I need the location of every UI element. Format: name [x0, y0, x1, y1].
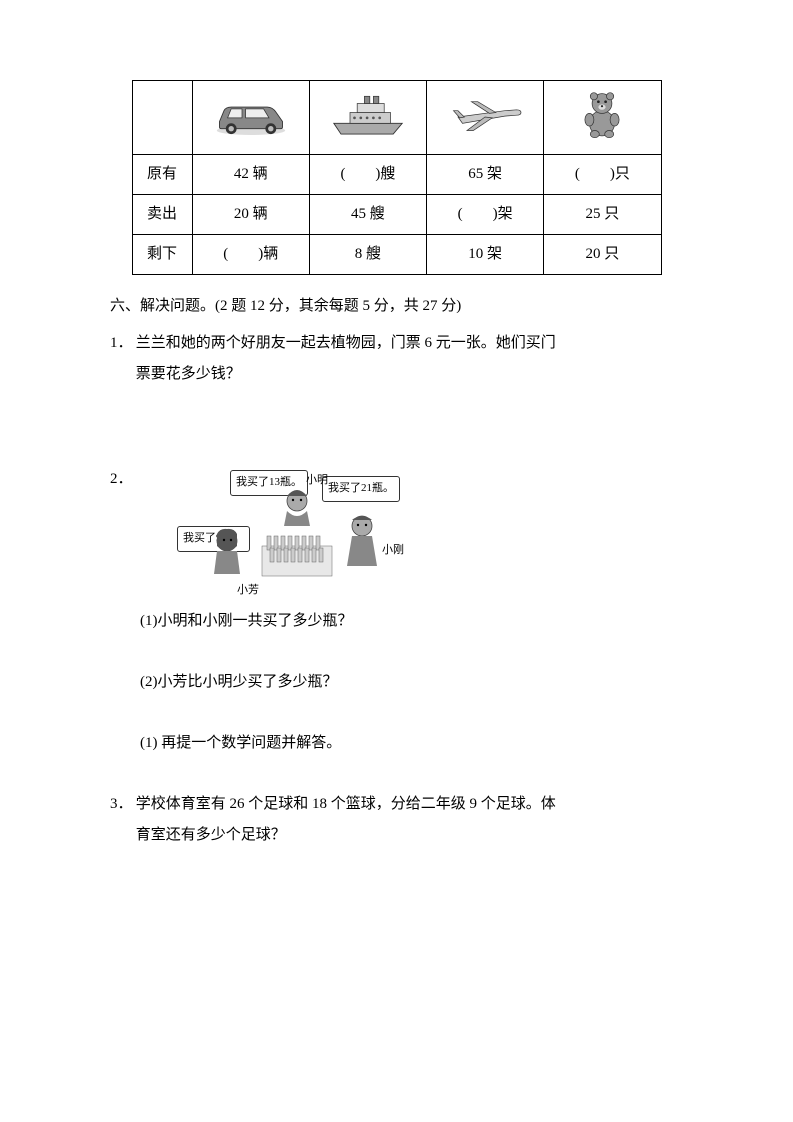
table-cell: 10 架	[427, 235, 544, 275]
q3-line2: 育室还有多少个足球？	[136, 822, 671, 849]
row-label-cell: 原有	[132, 155, 192, 195]
question-2: 2． 我买了13瓶。 我买了21瓶。 我买了9瓶。 小明 小刚 小芳	[110, 466, 683, 596]
inventory-table: 原有 42 辆 ( )艘 65 架 ( )只 卖出 20 辆 45 艘 ( )架…	[132, 80, 662, 275]
q2-sub2: (2)小芳比小明少买了多少瓶？	[140, 669, 683, 696]
table-cell: ( )辆	[192, 235, 309, 275]
car-icon	[206, 85, 296, 140]
table-corner-cell	[132, 81, 192, 155]
q2-sub3: (1) 再提一个数学问题并解答。	[140, 730, 683, 757]
table-cell: ( )架	[427, 195, 544, 235]
row-label-cell: 卖出	[132, 195, 192, 235]
table-cell: 8 艘	[309, 235, 426, 275]
row-label-cell: 剩下	[132, 235, 192, 275]
q3-number: 3．	[110, 791, 132, 818]
q1-number: 1．	[110, 330, 132, 357]
section-heading: 六、解决问题。(2 题 12 分，其余每题 5 分，共 27 分)	[110, 293, 683, 320]
q1-line1: 兰兰和她的两个好朋友一起去植物园，门票 6 元一张。她们买门	[136, 330, 671, 357]
table-row: 卖出 20 辆 45 艘 ( )架 25 只	[132, 195, 661, 235]
table-cell: 25 只	[544, 195, 661, 235]
q2-number: 2．	[110, 466, 132, 493]
table-cell: 65 架	[427, 155, 544, 195]
table-cell: ( )只	[544, 155, 661, 195]
children-scene-icon	[182, 466, 412, 596]
question-1: 1． 兰兰和她的两个好朋友一起去植物园，门票 6 元一张。她们买门 票要花多少钱…	[110, 330, 683, 392]
q2-sub1: (1)小明和小刚一共买了多少瓶？	[140, 608, 683, 635]
bear-icon	[557, 85, 647, 140]
plane-icon	[440, 85, 530, 140]
table-header-row	[132, 81, 661, 155]
table-cell: 42 辆	[192, 155, 309, 195]
q2-subquestions: (1)小明和小刚一共买了多少瓶？ (2)小芳比小明少买了多少瓶？ (1) 再提一…	[140, 608, 683, 757]
q2-illustration: 我买了13瓶。 我买了21瓶。 我买了9瓶。 小明 小刚 小芳	[182, 466, 412, 596]
car-icon-cell	[192, 81, 309, 155]
plane-icon-cell	[427, 81, 544, 155]
question-3: 3． 学校体育室有 26 个足球和 18 个篮球，分给二年级 9 个足球。体 育…	[110, 791, 683, 853]
table-cell: ( )艘	[309, 155, 426, 195]
table-row: 剩下 ( )辆 8 艘 10 架 20 只	[132, 235, 661, 275]
q1-line2: 票要花多少钱？	[136, 361, 671, 388]
table-cell: 20 只	[544, 235, 661, 275]
q3-body: 学校体育室有 26 个足球和 18 个篮球，分给二年级 9 个足球。体 育室还有…	[136, 791, 671, 853]
table-row: 原有 42 辆 ( )艘 65 架 ( )只	[132, 155, 661, 195]
ship-icon	[323, 85, 413, 140]
q3-line1: 学校体育室有 26 个足球和 18 个篮球，分给二年级 9 个足球。体	[136, 791, 671, 818]
q1-body: 兰兰和她的两个好朋友一起去植物园，门票 6 元一张。她们买门 票要花多少钱？	[136, 330, 671, 392]
table-cell: 20 辆	[192, 195, 309, 235]
answer-space	[110, 398, 683, 458]
ship-icon-cell	[309, 81, 426, 155]
bear-icon-cell	[544, 81, 661, 155]
table-cell: 45 艘	[309, 195, 426, 235]
